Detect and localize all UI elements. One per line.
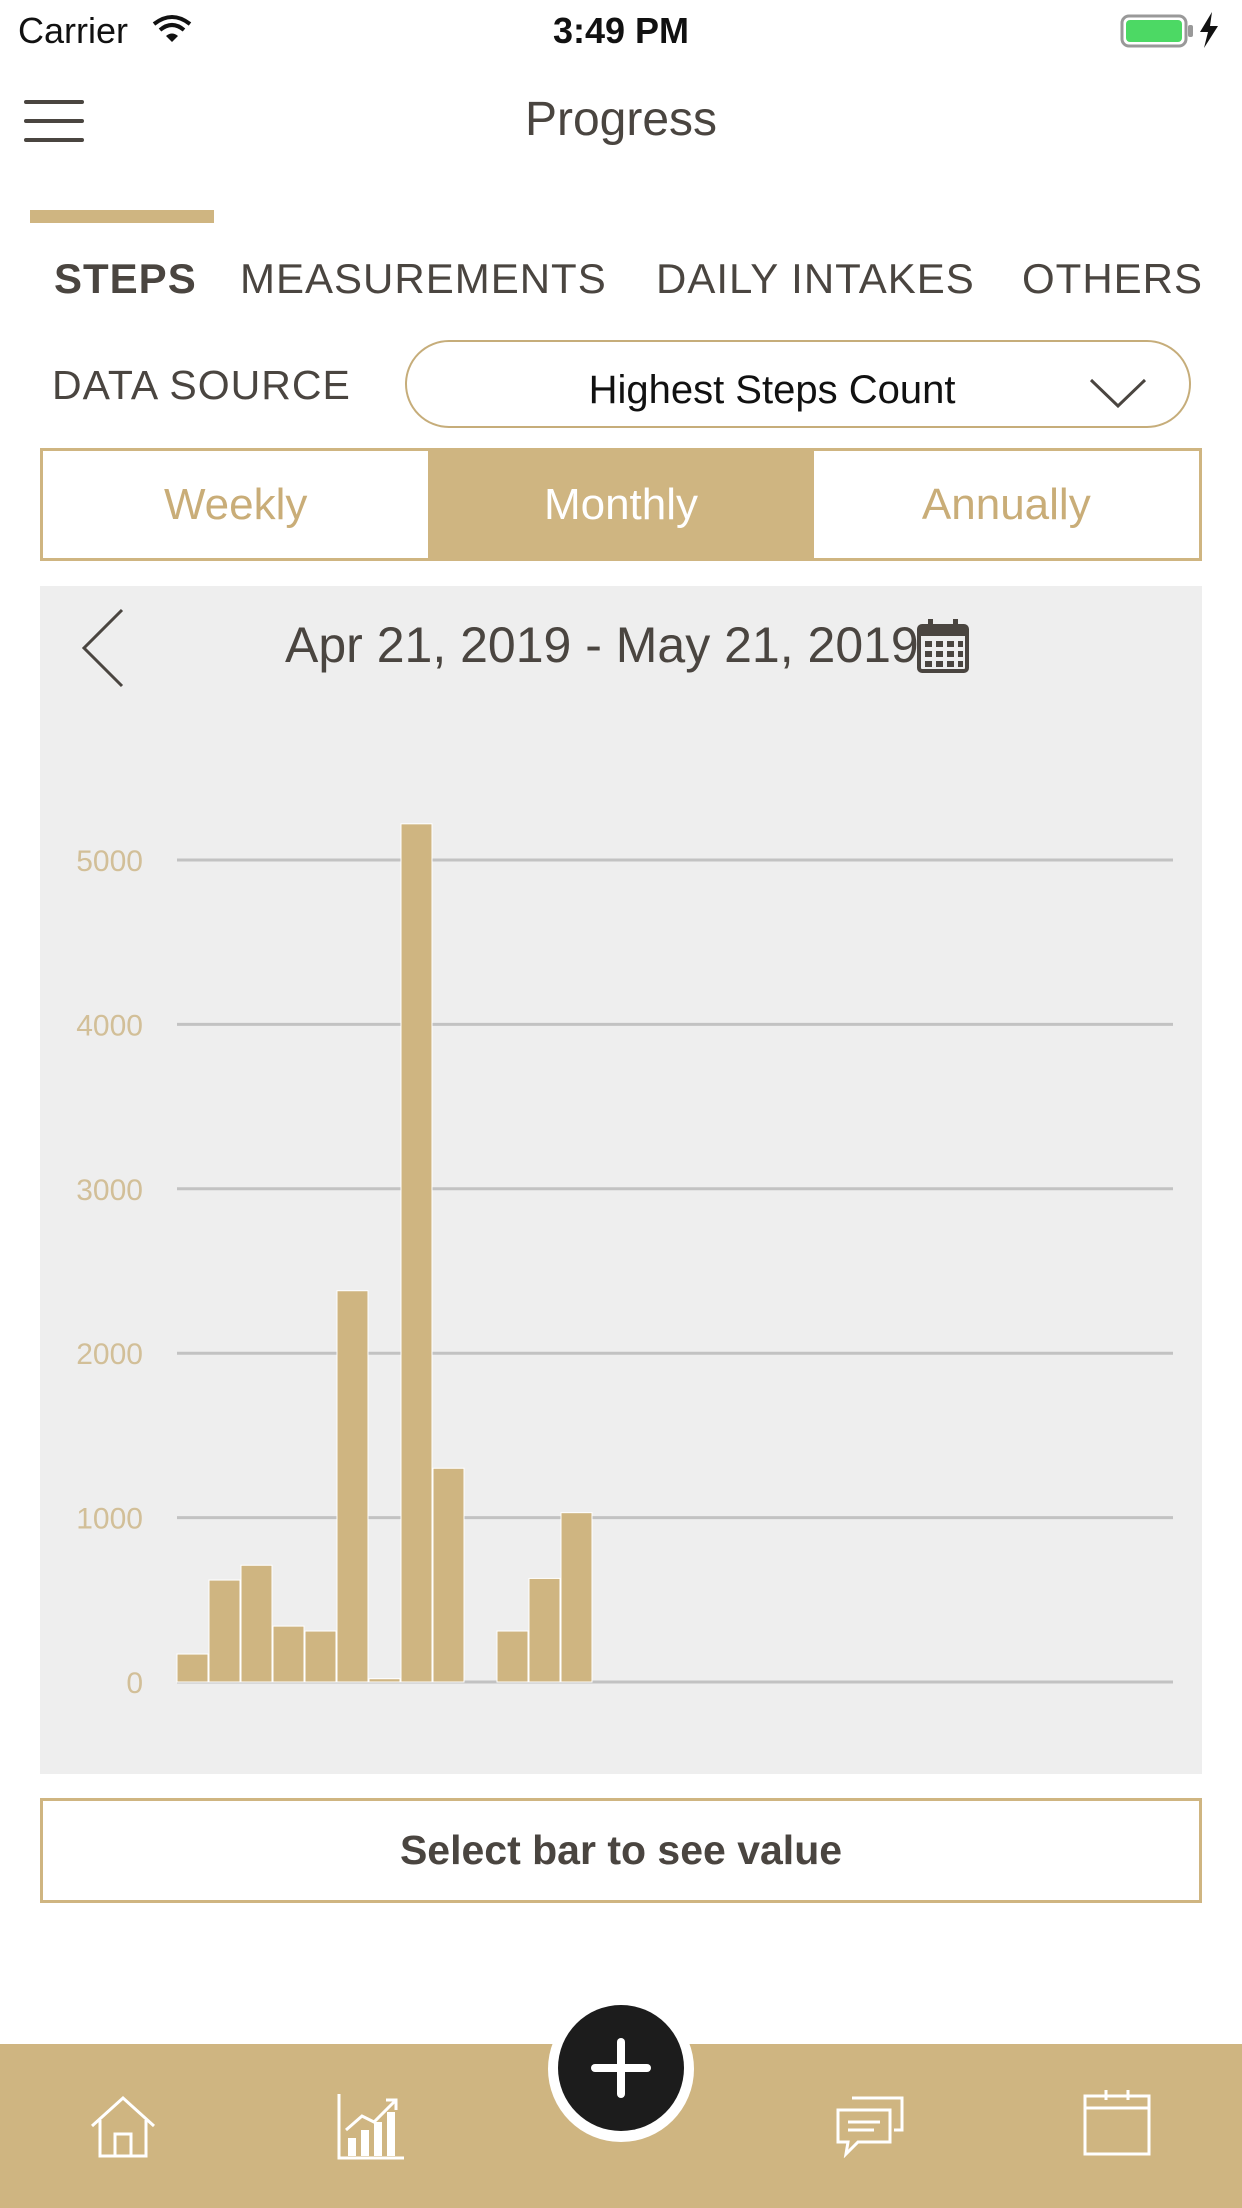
chart-bar[interactable]: [304, 1630, 337, 1683]
tab-daily-intakes[interactable]: DAILY INTAKES: [656, 255, 975, 302]
chart-bar[interactable]: [432, 1467, 465, 1683]
chart-bar[interactable]: [240, 1564, 273, 1683]
chevron-down-icon: [1089, 378, 1147, 408]
chart-bar[interactable]: [368, 1678, 401, 1683]
y-tick-label: 5000: [76, 845, 143, 878]
y-tick-label: 2000: [76, 1338, 143, 1371]
tab-others[interactable]: OTHERS: [1022, 255, 1204, 302]
period-monthly-button[interactable]: Monthly: [428, 451, 814, 558]
status-time: 3:49 PM: [552, 10, 690, 51]
chevron-left-icon[interactable]: [78, 608, 128, 688]
calendar-tab-icon[interactable]: [1082, 2088, 1152, 2158]
selected-bar-value-box[interactable]: Select bar to see value: [40, 1798, 1202, 1903]
chart-panel: 0 1000 2000 3000 4000 5000 Apr 21, 2019 - May…: [40, 586, 1202, 1774]
calendar-icon[interactable]: [916, 618, 970, 674]
data-source-value: Highest Steps Count: [588, 368, 956, 412]
chart-bar[interactable]: [176, 1653, 209, 1683]
chat-icon[interactable]: [834, 2094, 906, 2158]
y-tick-label: 0: [126, 1667, 143, 1700]
chart-bar[interactable]: [336, 1290, 369, 1683]
chart-bar[interactable]: [208, 1579, 241, 1683]
chart-icon[interactable]: [336, 2092, 406, 2162]
charging-icon: [1200, 12, 1218, 48]
menu-icon[interactable]: [24, 100, 84, 144]
y-tick-label: 1000: [76, 1503, 143, 1536]
period-annually-button[interactable]: Annually: [921, 479, 1091, 529]
chart-bar[interactable]: [528, 1577, 561, 1683]
battery-icon: [1120, 14, 1193, 48]
data-source-label: DATA SOURCE: [52, 362, 351, 408]
active-tab-indicator: [30, 210, 214, 223]
carrier-label: Carrier: [18, 10, 129, 51]
y-tick-label: 4000: [76, 1009, 143, 1042]
add-button[interactable]: [558, 2005, 684, 2131]
wifi-icon: [152, 15, 192, 42]
y-tick-label: 3000: [76, 1174, 143, 1207]
tab-steps[interactable]: STEPS: [54, 255, 197, 302]
date-range-label: Apr 21, 2019 - May 21, 2019: [285, 617, 919, 673]
period-segmented-control: Weekly Monthly Annually: [40, 448, 1202, 561]
home-icon[interactable]: [88, 2094, 158, 2160]
tab-measurements[interactable]: MEASUREMENTS: [240, 255, 607, 302]
category-tabs: STEPS MEASUREMENTS DAILY INTAKES OTHERS: [0, 255, 1242, 315]
chart-bar[interactable]: [496, 1630, 529, 1683]
page-title: Progress: [524, 93, 718, 146]
navigation-bar: Progress: [0, 62, 1242, 182]
status-bar: Carrier 3:49 PM: [0, 0, 1242, 62]
chart-bar[interactable]: [400, 823, 433, 1683]
chart-bar[interactable]: [272, 1625, 305, 1683]
chart-bar[interactable]: [560, 1512, 593, 1683]
period-weekly-button[interactable]: Weekly: [163, 479, 308, 529]
steps-bar-chart: 0 1000 2000 3000 4000 5000: [76, 823, 1173, 1700]
data-source-dropdown[interactable]: Highest Steps Count: [405, 340, 1191, 428]
